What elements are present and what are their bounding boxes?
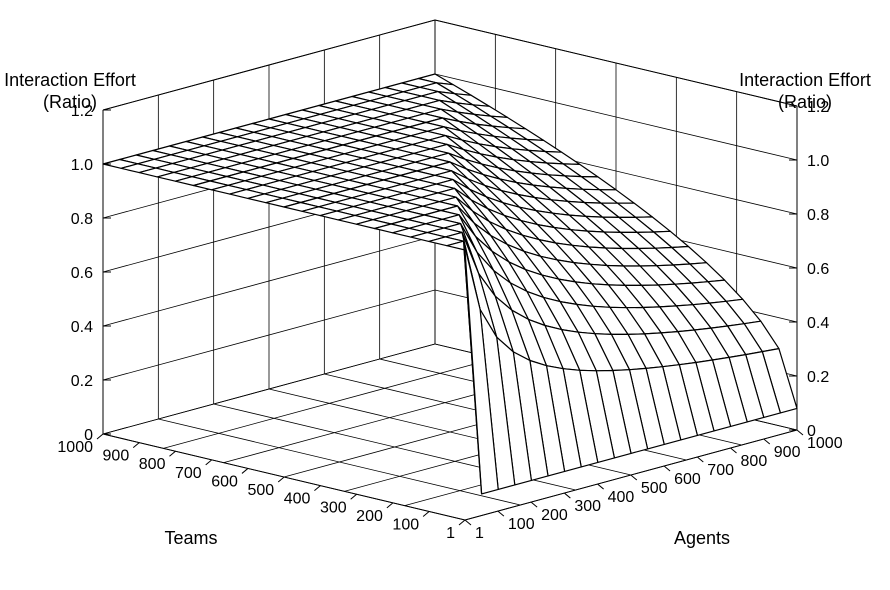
z-tick-label: 1.2 bbox=[807, 99, 829, 116]
x-tick-mark bbox=[277, 476, 285, 483]
x-tick-mark bbox=[241, 468, 249, 474]
y-tick-mark bbox=[497, 510, 505, 517]
x-tick-label: 500 bbox=[247, 482, 274, 499]
x-tick-label: 700 bbox=[175, 465, 202, 482]
back-wall-gridline bbox=[102, 289, 436, 381]
x-tick-mark bbox=[386, 502, 394, 509]
x-tick-mark bbox=[169, 450, 176, 457]
top-back-edge bbox=[102, 19, 436, 111]
y-tick-label: 600 bbox=[674, 471, 701, 488]
x-tick-mark bbox=[314, 485, 321, 492]
x-tick-label: 900 bbox=[103, 448, 130, 465]
x-tick-label: 300 bbox=[320, 499, 347, 516]
x-tick-mark bbox=[132, 442, 140, 448]
z-tick-label: 0.6 bbox=[71, 265, 93, 282]
z-axis-label-right-line2: (Ratio) bbox=[778, 92, 832, 112]
x-tick-mark bbox=[96, 433, 104, 440]
z-axis-label-left-line1: Interaction Effort bbox=[4, 70, 136, 90]
z-tick-label: 0.8 bbox=[71, 211, 93, 228]
y-tick-label: 1000 bbox=[807, 435, 843, 452]
y-tick-label: 100 bbox=[508, 516, 535, 533]
y-tick-mark bbox=[796, 429, 804, 436]
y-tick-mark bbox=[663, 465, 671, 472]
back-wall-gridline bbox=[102, 235, 436, 327]
y-tick-label: 800 bbox=[741, 453, 768, 470]
x-tick-label: 400 bbox=[284, 491, 311, 508]
x-tick-label: 1 bbox=[446, 525, 455, 542]
x-tick-mark bbox=[350, 493, 357, 500]
x-tick-label: 600 bbox=[211, 473, 238, 490]
x-tick-label: 1000 bbox=[57, 439, 93, 456]
y-tick-mark bbox=[530, 501, 538, 508]
surface-cell bbox=[446, 240, 483, 495]
z-axis-label-left-line2: (Ratio) bbox=[43, 92, 97, 112]
z-tick-label: 1.0 bbox=[807, 153, 829, 170]
x-tick-label: 200 bbox=[356, 508, 383, 525]
y-tick-mark bbox=[696, 456, 704, 463]
surface-mesh bbox=[102, 73, 798, 495]
z-tick-label: 0.8 bbox=[807, 207, 829, 224]
z-tick-label: 0.6 bbox=[807, 261, 829, 278]
tick-labels: 0 0 0.2 0.2 0.4 0.4 0.6 0.6 0.8 0.8 1.0 1.0 1.2 1.2 1 1… bbox=[57, 99, 842, 542]
y-tick-label: 300 bbox=[574, 498, 601, 515]
y-tick-mark bbox=[630, 474, 638, 481]
y-tick-mark bbox=[564, 492, 571, 499]
z-tick-label: 0.2 bbox=[807, 369, 829, 386]
y-tick-label: 500 bbox=[641, 480, 668, 497]
y-tick-label: 700 bbox=[707, 462, 734, 479]
y-tick-label: 900 bbox=[774, 444, 801, 461]
z-tick-label: 1.0 bbox=[71, 157, 93, 174]
back-wall-gridline bbox=[434, 73, 798, 161]
y-tick-label: 200 bbox=[541, 507, 568, 524]
floor-gridline bbox=[102, 343, 436, 435]
x-tick-label: 800 bbox=[139, 456, 166, 473]
z-tick-label: 0 bbox=[84, 427, 93, 444]
x-tick-mark bbox=[458, 519, 466, 526]
z-tick-label: 0 bbox=[807, 423, 816, 440]
y-tick-label: 400 bbox=[608, 489, 635, 506]
x-tick-mark bbox=[205, 459, 213, 466]
x-tick-mark bbox=[422, 511, 430, 517]
z-axis-label-right-line1: Interaction Effort bbox=[739, 70, 871, 90]
y-tick-mark bbox=[597, 483, 604, 490]
y-tick-mark bbox=[763, 438, 771, 445]
x-tick-label: 100 bbox=[392, 516, 419, 533]
y-tick-mark bbox=[730, 447, 737, 454]
y-tick-label: 1 bbox=[475, 525, 484, 542]
x-axis-label: Teams bbox=[164, 528, 217, 548]
z-tick-label: 0.4 bbox=[807, 315, 829, 332]
y-axis-label: Agents bbox=[674, 528, 730, 548]
top-back-edge bbox=[434, 19, 798, 107]
z-tick-label: 1.2 bbox=[71, 103, 93, 120]
z-tick-label: 0.2 bbox=[71, 373, 93, 390]
y-tick-mark bbox=[464, 519, 472, 526]
z-tick-label: 0.4 bbox=[71, 319, 93, 336]
floor-gridline bbox=[163, 357, 496, 449]
